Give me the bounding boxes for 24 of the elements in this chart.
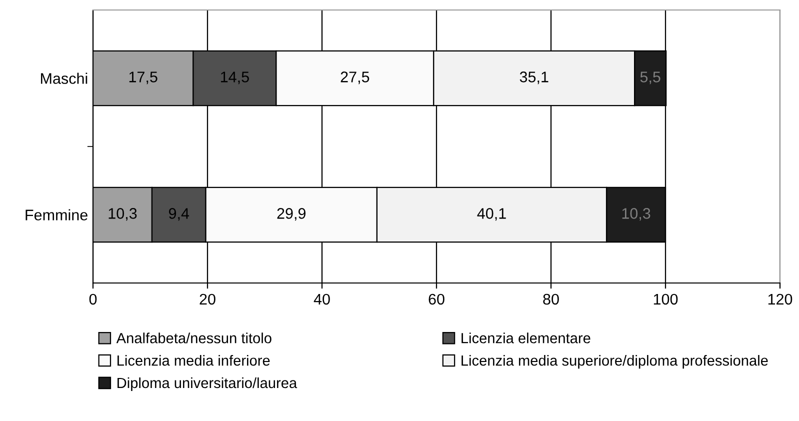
data-label: 14,5 (220, 72, 249, 84)
x-tick-label: 100 (654, 294, 678, 305)
legend-label: Diploma universitario/laurea (118, 377, 298, 392)
legend-label: Licenzia elementare (462, 332, 590, 344)
x-tick-label: 80 (543, 294, 559, 305)
data-label: 35,1 (520, 72, 548, 84)
legend-label: Licenzia media inferiore (118, 355, 270, 366)
data-label: 27,5 (340, 72, 370, 84)
data-label: 5,5 (640, 72, 660, 84)
x-tick-label: 0 (89, 294, 97, 305)
legend-label: Analfabeta/nessun titolo (116, 332, 272, 344)
data-label: 17,5 (129, 72, 158, 84)
y-tick-label: Femmine (26, 209, 88, 220)
data-label: 10,3 (622, 208, 650, 221)
x-tick-label: 120 (768, 294, 792, 305)
data-label: 9,4 (168, 208, 190, 221)
x-tick-label: 40 (314, 294, 330, 305)
y-tick-label: Maschi (41, 72, 88, 84)
x-tick-label: 20 (200, 294, 216, 305)
data-label: 29,9 (277, 208, 306, 221)
x-tick-label: 60 (428, 294, 444, 305)
data-label: 10,3 (108, 208, 137, 221)
legend-label: Licenzia media superiore/diploma professionale (462, 355, 768, 369)
data-label: 40,1 (477, 208, 506, 221)
